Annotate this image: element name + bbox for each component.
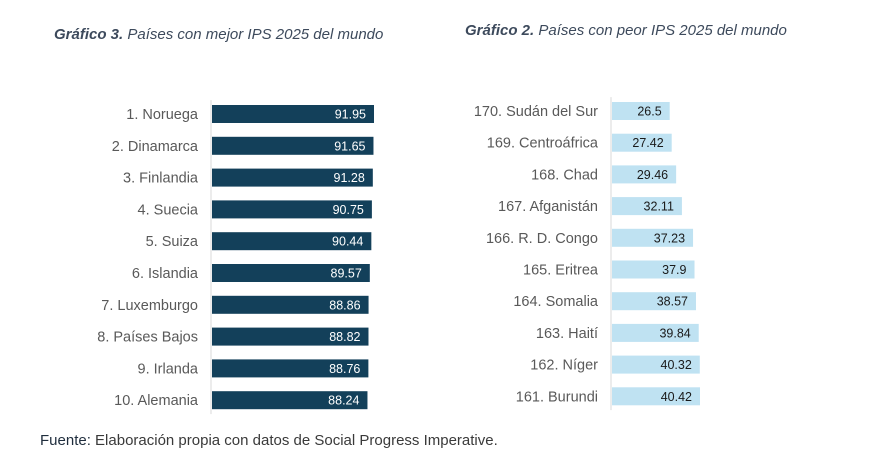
- worst-value-label: 27.42: [632, 136, 663, 150]
- best-bar: [212, 168, 373, 187]
- best-category-label: 5. Suiza: [146, 234, 199, 250]
- worst-bar: [612, 133, 672, 152]
- worst-bar: [612, 165, 677, 184]
- source-text: Elaboración propia con datos de Social P…: [95, 432, 498, 449]
- best-bar: [212, 136, 374, 155]
- chart-title-best-prefix: Gráfico 3.: [54, 26, 124, 43]
- worst-value-label: 40.32: [661, 358, 692, 372]
- best-bar: [212, 295, 369, 314]
- chart-title-best: Gráfico 3. Países con mejor IPS 2025 del…: [54, 26, 383, 43]
- best-bar: [212, 359, 369, 378]
- worst-bar: [612, 323, 699, 342]
- best-category-label: 7. Luxemburgo: [101, 298, 198, 314]
- best-value-label: 88.86: [329, 298, 360, 312]
- best-category-label: 3. Finlandia: [123, 171, 199, 187]
- worst-bar: [612, 355, 700, 374]
- best-category-label: 8. Países Bajos: [97, 330, 198, 346]
- source-note: Fuente: Elaboración propia con datos de …: [40, 432, 498, 449]
- best-category-label: 4. Suecia: [138, 202, 199, 218]
- best-bar: [212, 105, 374, 123]
- best-value-label: 88.82: [329, 330, 360, 344]
- worst-bar: [612, 387, 700, 406]
- worst-category-label: 165. Eritrea: [523, 263, 599, 279]
- worst-value-label: 37.9: [662, 263, 686, 277]
- worst-value-label: 32.11: [644, 200, 674, 214]
- worst-category-label: 170. Sudán del Sur: [474, 104, 598, 120]
- best-category-label: 2. Dinamarca: [112, 139, 199, 155]
- worst-bar: [612, 197, 682, 216]
- worst-category-label: 169. Centroáfrica: [487, 136, 599, 152]
- worst-category-label: 168. Chad: [531, 167, 598, 183]
- worst-value-label: 40.42: [661, 390, 692, 404]
- worst-value-label: 39.84: [659, 326, 690, 340]
- worst-value-label: 37.23: [654, 231, 685, 245]
- worst-value-label: 38.57: [657, 295, 688, 309]
- best-value-label: 89.57: [331, 267, 362, 281]
- best-bar: [212, 327, 369, 346]
- best-category-label: 1. Noruega: [126, 107, 199, 123]
- best-value-label: 91.95: [335, 108, 366, 122]
- worst-bar: [612, 260, 695, 279]
- worst-category-label: 162. Níger: [530, 358, 598, 374]
- best-bar: [212, 391, 368, 410]
- worst-bar: [612, 102, 670, 120]
- best-bar: [212, 232, 372, 251]
- worst-value-label: 26.5: [637, 105, 661, 119]
- best-value-label: 88.24: [328, 394, 359, 408]
- worst-category-label: 164. Somalia: [513, 294, 599, 310]
- worst-bar: [612, 228, 694, 247]
- worst-value-label: 29.46: [637, 168, 668, 182]
- best-bar: [212, 200, 372, 219]
- worst-category-label: 163. Haití: [536, 326, 598, 342]
- source-label: Fuente:: [40, 432, 91, 449]
- best-value-label: 90.44: [332, 235, 363, 249]
- chart-title-worst-prefix: Gráfico 2.: [465, 22, 535, 39]
- worst-category-label: 166. R. D. Congo: [486, 231, 598, 247]
- chart-title-best-text: Países con mejor IPS 2025 del mundo: [127, 26, 384, 43]
- best-category-label: 6. Islandia: [132, 266, 199, 282]
- best-value-label: 91.65: [334, 139, 365, 153]
- best-category-label: 10. Alemania: [114, 393, 199, 409]
- worst-bar: [612, 292, 696, 311]
- chart-title-worst-text: Países con peor IPS 2025 del mundo: [538, 22, 787, 39]
- best-value-label: 90.75: [333, 203, 364, 217]
- worst-category-label: 161. Burundi: [516, 389, 598, 405]
- best-bar: [212, 264, 370, 282]
- chart-title-worst: Gráfico 2. Países con peor IPS 2025 del …: [465, 22, 787, 39]
- best-category-label: 9. Irlanda: [138, 361, 199, 377]
- best-value-label: 91.28: [334, 171, 365, 185]
- worst-category-label: 167. Afganistán: [498, 199, 598, 215]
- best-value-label: 88.76: [329, 362, 360, 376]
